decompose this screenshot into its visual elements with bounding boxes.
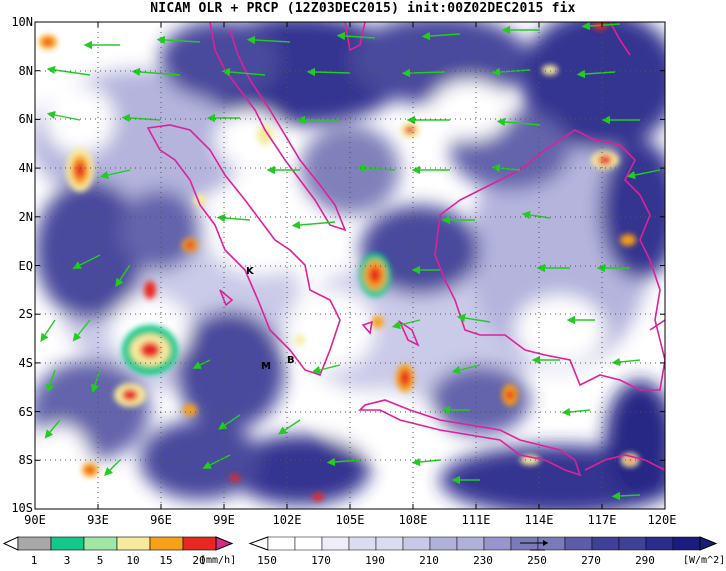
sulawesi-south xyxy=(649,319,665,331)
site-markers: K M B xyxy=(246,266,295,372)
precip-colorbar-swatch xyxy=(182,536,217,551)
olr-colorbar-swatch xyxy=(321,536,350,551)
lat-label-10n: 10N xyxy=(11,15,33,29)
olr-colorbar-swatch xyxy=(402,536,431,551)
wind-scale-arrow xyxy=(520,540,548,551)
olr-colorbar-swatch xyxy=(429,536,458,551)
lon-label-99e: 99E xyxy=(213,513,235,527)
lat-label-4n: 4N xyxy=(18,161,33,175)
lon-label-117e: 117E xyxy=(587,513,617,527)
precip-tick-15: 15 xyxy=(159,554,173,567)
precip-colorbar-right-cap xyxy=(215,536,234,551)
bali-coastline xyxy=(584,454,665,471)
sulawesi-edge xyxy=(609,22,631,56)
lon-label-111e: 111E xyxy=(461,513,491,527)
lon-label-102e: 102E xyxy=(272,513,302,527)
olr-colorbar-left-cap xyxy=(248,536,269,551)
lon-label-120e: 120E xyxy=(647,513,677,527)
olr-colorbar-swatch xyxy=(618,536,647,551)
lon-label-90e: 90E xyxy=(24,513,46,527)
olr-colorbar-swatch xyxy=(483,536,512,551)
olr-tick-230: 230 xyxy=(473,554,493,567)
precip-colorbar-swatch xyxy=(50,536,85,551)
olr-colorbar-right-cap xyxy=(699,536,718,551)
lat-label-4s: 4S xyxy=(18,356,33,370)
olr-tick-210: 210 xyxy=(419,554,439,567)
site-marker-b: B xyxy=(287,355,295,366)
precip-colorbar-left-cap xyxy=(2,536,19,551)
malay-peninsula-coastline xyxy=(209,22,347,232)
precip-unit: [mm/h] xyxy=(200,555,237,566)
olr-tick-190: 190 xyxy=(365,554,385,567)
lon-label-96e: 96E xyxy=(150,513,172,527)
site-marker-k: K xyxy=(246,266,255,277)
lat-label-2s: 2S xyxy=(18,307,33,321)
lon-label-93e: 93E xyxy=(87,513,109,527)
precip-colorbar-swatch xyxy=(83,536,118,551)
olr-tick-170: 170 xyxy=(311,554,331,567)
precip-tick-1: 1 xyxy=(30,554,38,567)
olr-colorbar-swatch xyxy=(591,536,620,551)
olr-tick-270: 270 xyxy=(581,554,601,567)
olr-colorbar-swatch xyxy=(645,536,674,551)
olr-tick-290: 290 xyxy=(635,554,655,567)
lon-label-114e: 114E xyxy=(524,513,554,527)
olr-colorbar-swatch xyxy=(348,536,377,551)
lat-label-10s: 10S xyxy=(11,501,33,515)
precip-colorbar xyxy=(2,536,234,551)
olr-colorbar-swatch xyxy=(564,536,593,551)
bangka-island xyxy=(398,319,420,347)
lat-label-6n: 6N xyxy=(18,112,33,126)
olr-colorbar-swatch xyxy=(375,536,404,551)
precip-colorbar-swatch xyxy=(17,536,52,551)
wind-vectors-central xyxy=(72,163,661,330)
lat-label-2n: 2N xyxy=(18,210,33,224)
olr-colorbar-swatch xyxy=(456,536,485,551)
olr-field xyxy=(35,22,665,509)
precip-tick-5: 5 xyxy=(96,554,104,567)
olr-colorbar-swatch xyxy=(294,536,323,551)
olr-tick-250: 250 xyxy=(527,554,547,567)
site-marker-m: M xyxy=(261,361,271,372)
olr-colorbar-swatch xyxy=(672,536,701,551)
lat-label-8n: 8N xyxy=(18,64,33,78)
lat-label-eq: EQ xyxy=(18,259,33,273)
precip-colorbar-swatch xyxy=(149,536,184,551)
precip-cells xyxy=(39,22,639,501)
olr-colorbar xyxy=(248,536,718,551)
precip-tick-10: 10 xyxy=(126,554,140,567)
map-grid xyxy=(35,22,665,509)
olr-tick-150: 150 xyxy=(257,554,277,567)
wind-vectors-north xyxy=(46,22,640,127)
wind-vectors xyxy=(40,22,661,501)
map-ticks xyxy=(34,21,666,510)
lon-label-105e: 105E xyxy=(335,513,365,527)
borneo-coastline xyxy=(434,129,665,391)
small-island-west xyxy=(219,289,234,307)
lat-label-6s: 6S xyxy=(18,405,33,419)
lat-label-8s: 8S xyxy=(18,453,33,467)
java-coastline xyxy=(358,399,582,477)
sumatra-coastline xyxy=(146,124,341,376)
precip-colorbar-swatch xyxy=(116,536,151,551)
map-title: NICAM OLR + PRCP (12Z03DEC2015) init:00Z… xyxy=(150,1,576,16)
precip-tick-20: 20 xyxy=(192,554,206,567)
coastlines xyxy=(146,22,665,477)
olr-colorbar-swatch xyxy=(267,536,296,551)
olr-unit: [W/m^2] xyxy=(683,555,726,566)
precip-tick-3: 3 xyxy=(63,554,71,567)
belitung-island xyxy=(361,320,374,335)
lon-label-108e: 108E xyxy=(398,513,428,527)
